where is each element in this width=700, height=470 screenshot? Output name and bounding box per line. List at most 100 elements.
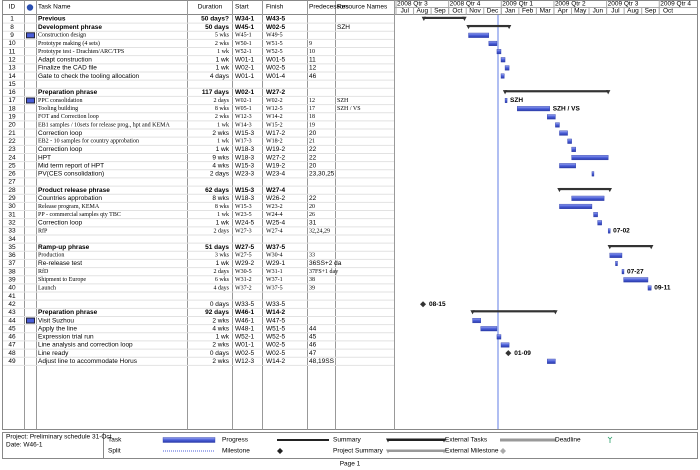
cell-start: W29-2 bbox=[235, 260, 255, 267]
cell-duration: 0 days bbox=[210, 350, 230, 357]
legend-swatch-end bbox=[442, 449, 446, 454]
task-bar bbox=[468, 32, 490, 38]
cell-predecessors: 22 bbox=[309, 195, 317, 202]
task-bar bbox=[504, 97, 508, 103]
cell-id: 12 bbox=[8, 56, 16, 63]
cell-id: 15 bbox=[8, 81, 16, 88]
cell-finish: W30-4 bbox=[266, 253, 283, 259]
milestone bbox=[420, 301, 427, 308]
cell-finish: W02-2 bbox=[266, 98, 283, 104]
cell-duration: 2 wks bbox=[215, 114, 230, 120]
cell-id: 48 bbox=[8, 350, 16, 357]
cell-duration: 62 days bbox=[205, 187, 229, 194]
summary-end bbox=[557, 187, 562, 193]
cell-id: 36 bbox=[8, 252, 16, 259]
cell-id: 19 bbox=[8, 114, 16, 121]
summary-end bbox=[553, 310, 558, 315]
cell-start: W02-1 bbox=[235, 89, 255, 96]
cell-predecessors: 36SS+2 da bbox=[309, 260, 342, 267]
legend-swatch bbox=[162, 437, 216, 443]
cell-predecessors: 46 bbox=[309, 342, 317, 349]
cell-finish: W27-4 bbox=[266, 187, 286, 194]
summary-bar bbox=[609, 245, 652, 248]
cell-predecessors: 48,19SS bbox=[309, 358, 335, 365]
cell-predecessors: 33 bbox=[309, 253, 315, 259]
cell-id: 8 bbox=[10, 24, 14, 31]
cell-finish: W12-5 bbox=[266, 106, 283, 112]
column-header: Resource Names bbox=[337, 4, 388, 11]
month-label: Apr bbox=[558, 8, 569, 15]
cell-start: W31-2 bbox=[235, 277, 252, 283]
summary-bar bbox=[423, 16, 465, 19]
summary-end bbox=[607, 187, 612, 193]
task-bar bbox=[496, 334, 502, 340]
bar-label: 08-15 bbox=[429, 301, 446, 308]
cell-id: 9 bbox=[10, 32, 14, 39]
legend-label: Deadline bbox=[555, 437, 581, 444]
cell-predecessors: 38 bbox=[309, 277, 315, 283]
cell-start: W46-1 bbox=[235, 317, 255, 324]
cell-name: Preparation phrase bbox=[38, 89, 98, 96]
task-bar bbox=[567, 138, 572, 144]
cell-finish: W26-2 bbox=[266, 195, 286, 202]
cell-name: EB1 samples / 10sets for release prog., … bbox=[38, 121, 170, 128]
cell-duration: 92 days bbox=[205, 309, 229, 316]
cell-duration: 1 wk bbox=[217, 122, 229, 128]
quarter-label: 2008 Qtr 3 bbox=[397, 1, 428, 8]
cell-id: 25 bbox=[8, 162, 16, 169]
cell-finish: W02-5 bbox=[266, 65, 286, 72]
cell-id: 43 bbox=[8, 309, 16, 316]
cell-start: W45-1 bbox=[235, 24, 255, 31]
task-bar bbox=[621, 269, 625, 275]
cell-finish: W29-1 bbox=[266, 260, 286, 267]
cell-duration: 1 wk bbox=[217, 139, 229, 145]
cell-start: W02-1 bbox=[235, 98, 252, 104]
cell-duration: 9 wks bbox=[212, 154, 229, 161]
cell-id: 24 bbox=[8, 154, 16, 161]
legend-label: Split bbox=[108, 448, 121, 455]
cell-id: 35 bbox=[8, 244, 16, 251]
cell-predecessors: 46 bbox=[309, 73, 317, 80]
cell-name: PV(CES consolidation) bbox=[38, 171, 104, 178]
cell-id: 1 bbox=[10, 16, 14, 23]
cell-start: W15-3 bbox=[235, 187, 255, 194]
cell-name: Correction loop bbox=[38, 146, 82, 153]
cell-duration: 8 wks bbox=[215, 106, 230, 112]
month-label: Sep bbox=[434, 8, 446, 15]
cell-predecessors: 20 bbox=[309, 162, 317, 169]
cell-start: W15-3 bbox=[235, 204, 252, 210]
cell-predecessors: 19 bbox=[309, 122, 315, 128]
cell-id: 28 bbox=[8, 187, 16, 194]
cell-predecessors: 10 bbox=[309, 49, 315, 55]
task-bar bbox=[591, 171, 595, 177]
legend-swatch bbox=[500, 438, 556, 442]
cell-duration: 2 wks bbox=[212, 358, 229, 365]
cell-id: 38 bbox=[8, 268, 16, 275]
bar-label: 01-09 bbox=[514, 350, 531, 357]
cell-finish: W01-4 bbox=[266, 73, 286, 80]
cell-start: W17-3 bbox=[235, 139, 252, 145]
cell-name: Construction design bbox=[38, 33, 86, 39]
task-bar bbox=[547, 114, 556, 120]
cell-id: 29 bbox=[8, 195, 16, 202]
cell-resources: SZH bbox=[337, 24, 350, 31]
month-label: Nov bbox=[469, 8, 481, 15]
cell-duration: 1 wk bbox=[216, 334, 230, 341]
cell-start: W52-1 bbox=[235, 49, 252, 55]
project-date: Date: W46-1 bbox=[6, 442, 43, 449]
quarter-label: 2009 Qtr 3 bbox=[608, 1, 639, 8]
summary-end bbox=[502, 90, 508, 95]
bar-label: 07-02 bbox=[613, 228, 630, 235]
month-label: Sep bbox=[645, 8, 657, 15]
column-header: Predecessors bbox=[309, 4, 349, 11]
cell-id: 47 bbox=[8, 342, 16, 349]
month-label: Jun bbox=[593, 8, 604, 15]
task-bar bbox=[571, 195, 605, 201]
cell-duration: 50 days? bbox=[201, 16, 229, 23]
cell-start: W18-3 bbox=[235, 195, 255, 202]
cell-predecessors: 20 bbox=[309, 204, 315, 210]
cell-duration: 0 days bbox=[210, 301, 230, 308]
quarter-label: 2009 Qtr 4 bbox=[660, 1, 691, 8]
cell-id: 16 bbox=[8, 89, 16, 96]
cell-finish: W01-5 bbox=[266, 56, 286, 63]
